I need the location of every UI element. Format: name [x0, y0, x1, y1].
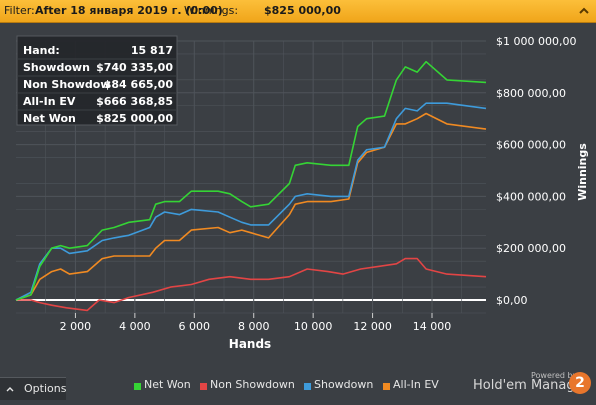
filter-value[interactable]: After 18 января 2019 г. (0:00)	[35, 4, 223, 17]
y-tick-label: $0,00	[496, 294, 528, 307]
stats-box: Hand: 15 817 Showdown $740 335,00 Non Showdo…	[16, 35, 178, 126]
powered-by-text: Powered by	[531, 371, 578, 380]
x-tick-label: 12 000	[353, 320, 392, 333]
series-line-non-showdown	[16, 257, 487, 312]
y-axis-ticks: $0,00 $200 000,00 $400 000,00 $600 000,00 $8…	[496, 35, 576, 307]
stats-row-value: 15 817	[131, 44, 173, 57]
winnings-chart-svg: $0,00 $200 000,00 $400 000,00 $600 000,00 $8…	[15, 35, 589, 351]
x-axis-ticks: 2 000 4 000 6 000 8 000 10 000 12 000 14 000	[60, 313, 452, 333]
stats-row-label: All-In EV	[23, 95, 76, 108]
series-line-showdown	[15, 102, 487, 301]
stats-row-label: Showdown	[23, 61, 90, 74]
y-tick-label: $400 000,00	[496, 190, 566, 203]
filter-bar: Filter: After 18 января 2019 г. (0:00) W…	[0, 0, 596, 23]
collapse-icon[interactable]	[577, 4, 591, 18]
stats-row-value: $740 335,00	[96, 61, 173, 74]
y-tick-label: $600 000,00	[496, 139, 566, 152]
winnings-label: Winnings:	[184, 4, 239, 17]
x-tick-label: 6 000	[179, 320, 211, 333]
stats-row-value: $84 665,00	[104, 78, 174, 91]
stats-row-label: Net Won	[23, 112, 76, 125]
x-axis-label: Hands	[229, 337, 271, 351]
legend-swatch	[200, 383, 207, 390]
stats-row-label: Non Showdow	[23, 78, 111, 91]
x-tick-label: 2 000	[60, 320, 92, 333]
y-tick-label: $800 000,00	[496, 87, 566, 100]
x-tick-label: 4 000	[119, 320, 151, 333]
series-line-all-in-ev	[15, 112, 487, 301]
y-tick-label: $1 000 000,00	[496, 35, 576, 48]
chevron-up-icon	[6, 387, 14, 392]
x-tick-label: 14 000	[413, 320, 452, 333]
options-button[interactable]: Options	[0, 377, 66, 400]
legend-item[interactable]: Non Showdown	[210, 378, 295, 391]
y-tick-label: $200 000,00	[496, 242, 566, 255]
chart-lines	[15, 60, 487, 312]
x-tick-label: 10 000	[294, 320, 333, 333]
legend-swatch	[383, 383, 390, 390]
legend-swatch	[134, 383, 141, 390]
y-axis-label: Winnings	[576, 143, 589, 201]
series-line-net-won	[15, 60, 487, 301]
winnings-chart: $0,00 $200 000,00 $400 000,00 $600 000,00 $8…	[0, 23, 596, 373]
product-name: Hold'em Manager	[473, 378, 588, 393]
filter-label: Filter:	[4, 4, 35, 17]
stats-row-value: $666 368,85	[96, 95, 173, 108]
legend-item[interactable]: Showdown	[314, 378, 374, 391]
legend-item[interactable]: All-In EV	[393, 378, 439, 391]
legend-item[interactable]: Net Won	[144, 378, 191, 391]
x-tick-label: 8 000	[238, 320, 270, 333]
hm2-logo: 2	[569, 372, 591, 394]
stats-row-value: $825 000,00	[96, 112, 173, 125]
legend-swatch	[304, 383, 311, 390]
stats-row-label: Hand:	[23, 44, 60, 57]
options-label: Options	[24, 382, 67, 395]
winnings-value: $825 000,00	[264, 4, 341, 17]
